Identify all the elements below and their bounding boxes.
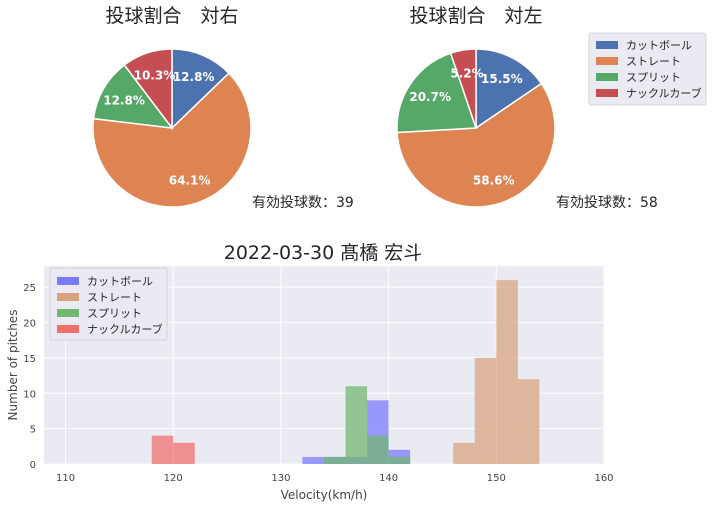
- hist-legend-label-0: カットボール: [87, 275, 153, 288]
- y-tick-3: 15: [23, 354, 36, 365]
- y-tick-5: 25: [23, 283, 36, 294]
- pie-right-pct-label-3: 10.3%: [134, 69, 176, 83]
- x-axis-label: Velocity(km/h): [281, 488, 368, 502]
- pie-legend-label-0: カットボール: [626, 39, 692, 52]
- pie-legend-label-3: ナックルカーブ: [626, 86, 702, 100]
- hist-legend-swatch-2: [57, 309, 79, 317]
- pie-right-slice-0: [171, 48, 230, 130]
- hist-bar-3-0: [151, 435, 174, 464]
- hist-legend-swatch-3: [57, 325, 79, 333]
- pie-right-title: 投球割合 対右: [105, 5, 238, 27]
- pie-left-pct-label-2: 20.7%: [409, 90, 451, 104]
- pie-left-pct-label-0: 15.5%: [481, 72, 523, 86]
- hist-title: 2022-03-30 髙橋 宏斗: [224, 242, 423, 264]
- hist-legend-swatch-1: [57, 293, 79, 301]
- pie-legend-swatch-3: [596, 89, 618, 97]
- x-tick-3: 140: [379, 473, 398, 484]
- hist-bar-2-3: [388, 456, 411, 464]
- pie-right-pct-label-2: 12.8%: [103, 93, 145, 107]
- pie-left-pct-label-3: 5.2%: [450, 66, 483, 80]
- pie-chart-right: 投球割合 対右 12.8%64.1%12.8%10.3% 有効投球数：39: [92, 5, 354, 211]
- pie-chart-left: 投球割合 対左 15.5% 58.6% 20.7% 5.2% 有効投球数：58: [396, 5, 658, 211]
- hist-bar-2-2: [367, 435, 389, 464]
- pie-legend-swatch-2: [596, 73, 618, 81]
- hist-bar-1-3: [517, 379, 540, 464]
- y-tick-0: 0: [30, 460, 36, 471]
- pie-right-slice-3: [123, 48, 173, 131]
- hist-bar-2-1: [345, 386, 368, 464]
- y-tick-2: 10: [23, 389, 36, 400]
- y-tick-1: 5: [30, 425, 36, 436]
- x-tick-0: 110: [56, 473, 75, 484]
- x-tick-4: 150: [487, 473, 506, 484]
- hist-bar-0-0: [302, 456, 324, 464]
- hist-bar-3-1: [173, 442, 195, 464]
- x-tick-1: 120: [164, 473, 183, 484]
- pie-legend-label-2: スプリット: [626, 71, 681, 84]
- pie-left-slice-0: [475, 48, 543, 130]
- pie-left-pct-label-1: 58.6%: [473, 173, 515, 187]
- velocity-histogram: 2022-03-30 髙橋 宏斗 110 120 130 140 150 160 0 5 10…: [6, 242, 614, 502]
- pie-left-count: 有効投球数：58: [556, 195, 658, 211]
- pie-right-pct-label-1: 64.1%: [169, 173, 211, 187]
- x-tick-5: 160: [594, 473, 613, 484]
- hist-legend-label-1: ストレート: [87, 291, 142, 304]
- hist-bar-1-1: [474, 357, 497, 464]
- hist-bar-2-0: [324, 456, 346, 464]
- pie-right-count: 有効投球数：39: [252, 195, 354, 211]
- hist-legend-swatch-0: [57, 277, 79, 285]
- pie-right-slice-1: [92, 72, 252, 208]
- hist-bar-1-0: [453, 442, 475, 464]
- pie-right-slice-2: [92, 63, 174, 129]
- pie-legend-swatch-0: [596, 41, 618, 49]
- y-axis-label: Number of pitches: [6, 310, 20, 421]
- pie-left-slice-1: [396, 82, 556, 208]
- pie-left-slice-2: [396, 52, 478, 134]
- pie-legend-swatch-1: [596, 57, 618, 65]
- hist-legend-label-3: ナックルカーブ: [87, 322, 163, 336]
- pie-left-slice-3: [449, 48, 477, 129]
- hist-bar-1-2: [496, 280, 518, 464]
- x-tick-2: 130: [271, 473, 290, 484]
- pie-legend-label-1: ストレート: [626, 55, 681, 68]
- pie-right-pct-label-0: 12.8%: [173, 70, 215, 84]
- pie-left-title: 投球割合 対左: [409, 5, 542, 27]
- hist-legend-label-2: スプリット: [87, 307, 142, 320]
- y-tick-4: 20: [23, 319, 36, 330]
